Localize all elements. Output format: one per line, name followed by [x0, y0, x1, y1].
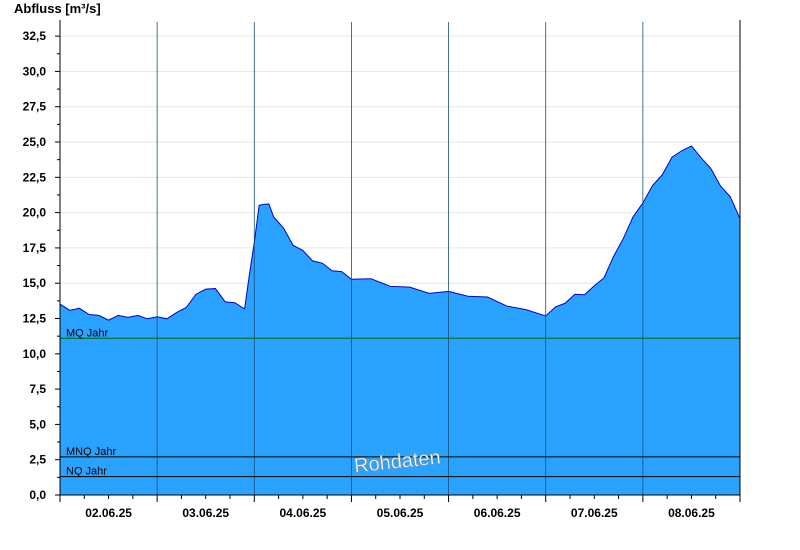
x-tick-label: 06.06.25 — [474, 506, 521, 520]
discharge-series — [59, 22, 741, 495]
discharge-line — [59, 145, 741, 321]
axes: 0,0 2,5 5,0 7,5 10,0 12,5 15,0 17,5 20,0 22,5 25,0… — [23, 20, 741, 520]
y-tick-label: 0,0 — [29, 488, 46, 502]
x-tick-label: 02.06.25 — [85, 506, 132, 520]
reference-line-label: MQ Jahr — [66, 327, 109, 339]
y-tick-label: 15,0 — [23, 276, 47, 290]
y-tick-label: 25,0 — [23, 135, 47, 149]
y-tick-label: 5,0 — [29, 417, 46, 431]
x-tick-label: 03.06.25 — [182, 506, 229, 520]
x-tick-label: 07.06.25 — [571, 506, 618, 520]
y-tick-label: 2,5 — [29, 453, 46, 467]
x-tick-label: 05.06.25 — [377, 506, 424, 520]
discharge-area — [60, 145, 740, 495]
y-tick-label: 10,0 — [23, 347, 47, 361]
y-tick-label: 7,5 — [29, 382, 46, 396]
y-tick-label: 12,5 — [23, 312, 47, 326]
x-tick-label: 08.06.25 — [668, 506, 715, 520]
reference-line-label: MNQ Jahr — [66, 446, 116, 458]
y-tick-label: 32,5 — [23, 29, 47, 43]
x-tick-label: 04.06.25 — [279, 506, 326, 520]
y-tick-label: 22,5 — [23, 170, 47, 184]
y-tick-label: 20,0 — [23, 206, 47, 220]
reference-line-label: NQ Jahr — [66, 466, 107, 478]
y-tick-label: 17,5 — [23, 241, 47, 255]
y-tick-label: 27,5 — [23, 100, 47, 114]
y-tick-label: 30,0 — [23, 64, 47, 78]
reference-lines: MQ Jahr MNQ Jahr NQ Jahr — [60, 327, 740, 478]
y-axis-label: Abfluss [m³/s] — [14, 1, 101, 16]
